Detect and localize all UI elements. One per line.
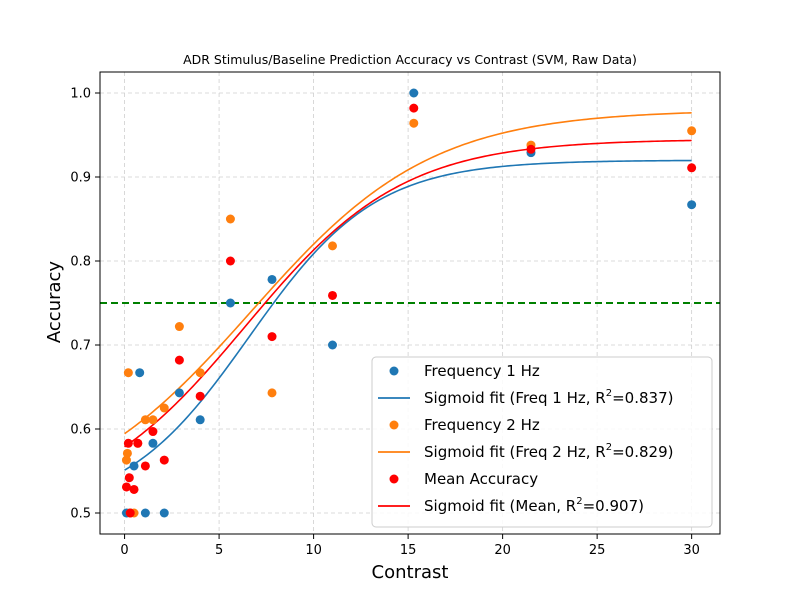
- legend-entry-label: Frequency 1 Hz: [424, 362, 540, 380]
- data-point: [140, 415, 150, 425]
- data-point: [328, 241, 337, 251]
- y-tick-label: 1.0: [70, 87, 91, 102]
- y-tick-label: 0.9: [70, 171, 91, 186]
- x-tick-label: 30: [683, 543, 700, 558]
- data-point: [328, 340, 337, 350]
- data-point: [225, 256, 235, 266]
- legend-entry-label: Sigmoid fit (Freq 1 Hz, R2=0.837): [424, 388, 673, 407]
- legend-entry-label: Sigmoid fit (Mean, R2=0.907): [424, 496, 644, 515]
- y-axis-label: Accuracy: [44, 261, 65, 344]
- data-point: [328, 290, 337, 300]
- data-point: [148, 438, 158, 448]
- data-point: [125, 508, 135, 518]
- sigmoid-fit-line: [124, 159, 692, 471]
- data-point: [687, 200, 697, 210]
- sigmoid-fit-line: [124, 112, 692, 435]
- data-point: [121, 482, 131, 492]
- y-tick-label: 0.5: [70, 507, 91, 522]
- data-point: [195, 391, 205, 401]
- data-point: [133, 438, 143, 448]
- data-point: [267, 274, 277, 284]
- data-point: [267, 332, 277, 342]
- data-point: [409, 103, 419, 113]
- data-point: [687, 163, 697, 173]
- y-tick-label: 0.7: [70, 339, 91, 354]
- legend-marker: [389, 474, 399, 484]
- data-point: [148, 415, 158, 425]
- data-point: [140, 508, 150, 518]
- x-tick-label: 0: [120, 543, 128, 558]
- data-point: [526, 144, 536, 154]
- data-point: [148, 427, 158, 437]
- data-point: [174, 322, 184, 332]
- chart-title: ADR Stimulus/Baseline Prediction Accurac…: [183, 52, 637, 67]
- data-point: [121, 455, 131, 465]
- data-point: [159, 403, 169, 413]
- x-tick-label: 10: [305, 543, 322, 558]
- x-tick-label: 20: [494, 543, 511, 558]
- data-point: [195, 415, 205, 425]
- data-point: [159, 455, 169, 465]
- data-point: [409, 88, 419, 98]
- data-point: [159, 508, 169, 518]
- data-point: [123, 368, 133, 378]
- data-point: [409, 118, 419, 128]
- sigmoid-fit-line: [124, 139, 692, 448]
- data-point: [225, 298, 235, 308]
- data-point: [123, 438, 133, 448]
- y-tick-label: 0.8: [70, 255, 91, 270]
- x-tick-label: 25: [589, 543, 606, 558]
- y-tick-label: 0.6: [70, 423, 91, 438]
- legend-marker: [389, 366, 399, 376]
- data-point: [122, 448, 132, 458]
- x-axis-label: Contrast: [372, 562, 449, 583]
- data-point: [140, 461, 150, 471]
- data-point: [174, 388, 184, 398]
- legend-entry-label: Frequency 2 Hz: [424, 416, 540, 434]
- legend: Frequency 1 Hz Sigmoid fit (Freq 1 Hz, R2…: [371, 356, 713, 528]
- data-point: [129, 484, 139, 494]
- data-point: [129, 461, 139, 471]
- data-point: [174, 355, 184, 365]
- data-point: [225, 214, 235, 224]
- data-point: [195, 368, 205, 378]
- legend-box: [371, 356, 713, 528]
- data-point: [267, 388, 277, 398]
- x-tick-label: 15: [400, 543, 417, 558]
- legend-marker: [389, 420, 399, 430]
- legend-entry-label: Mean Accuracy: [424, 470, 538, 488]
- x-tick-label: 5: [215, 543, 223, 558]
- legend-entry-label: Sigmoid fit (Freq 2 Hz, R2=0.829): [424, 442, 673, 461]
- data-point: [135, 368, 145, 378]
- data-point: [687, 126, 697, 136]
- data-point: [124, 473, 134, 483]
- axes-frame: [99, 71, 721, 535]
